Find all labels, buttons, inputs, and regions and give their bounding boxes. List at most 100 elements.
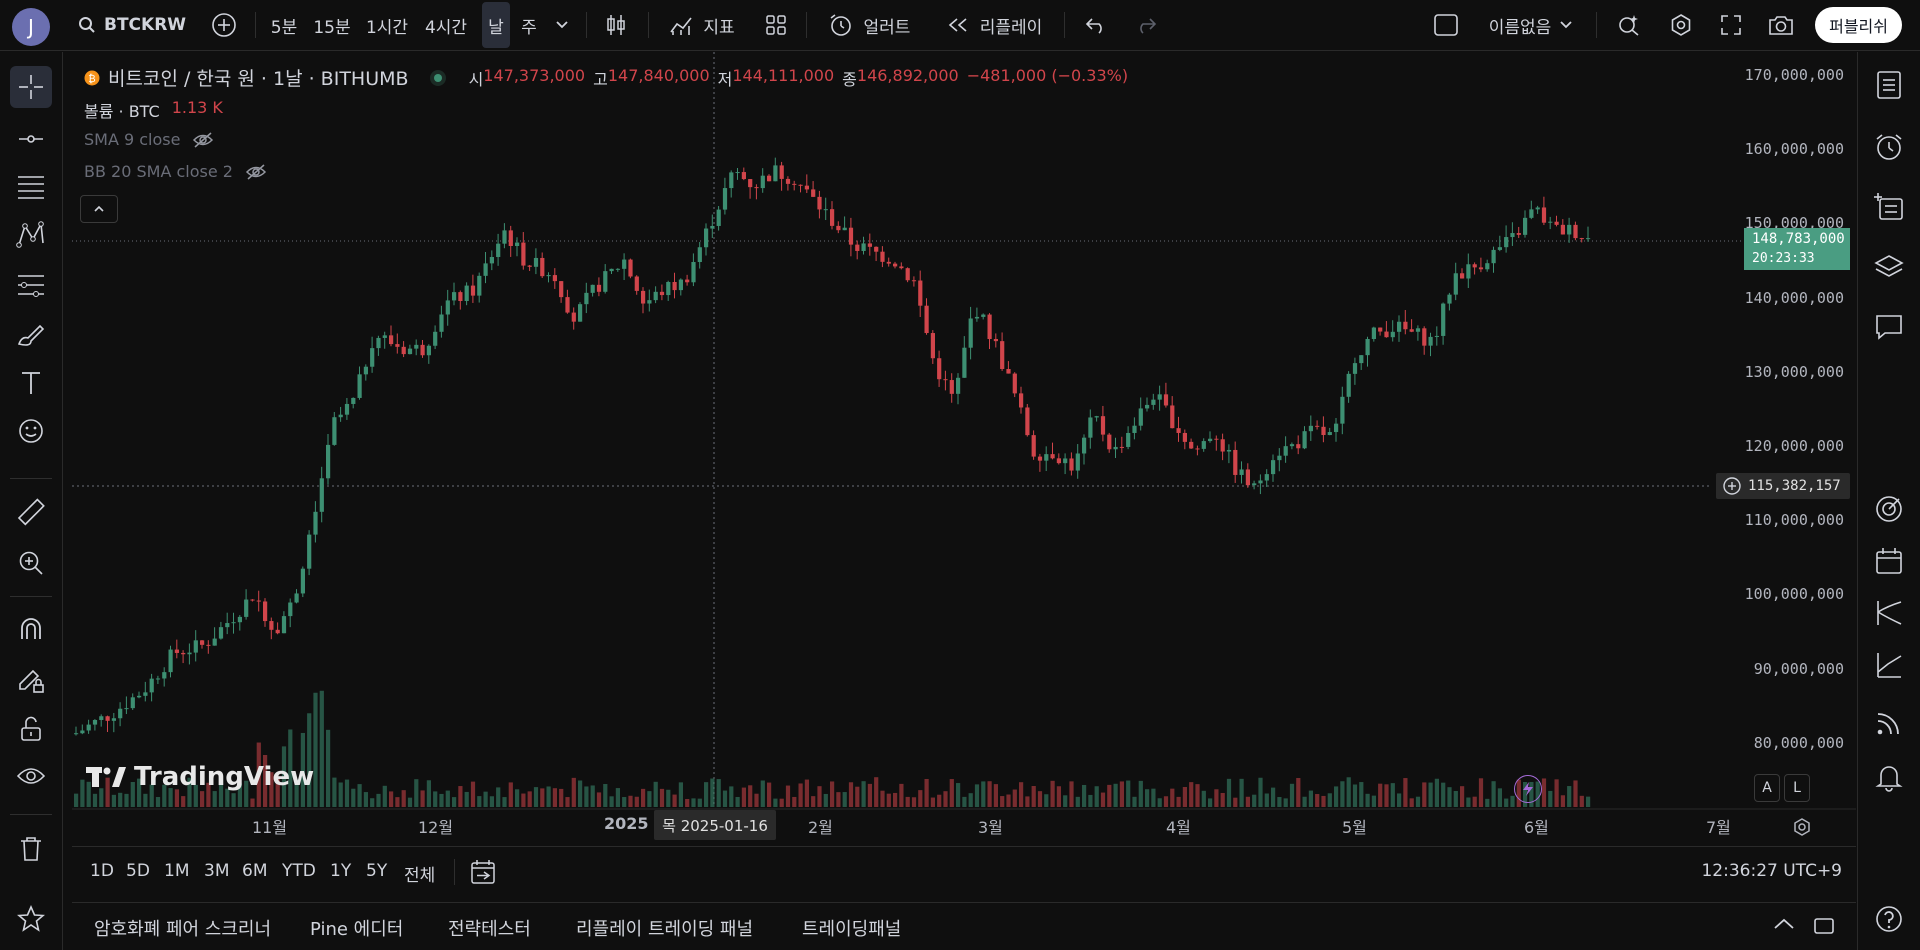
alert-button[interactable]: 얼러트 — [822, 9, 916, 41]
eye-off-icon[interactable] — [192, 131, 214, 149]
interval-4h[interactable]: 4시간 — [424, 17, 468, 38]
help-button[interactable] — [1868, 898, 1910, 940]
zoom-tool[interactable] — [10, 542, 52, 584]
axis-settings-button[interactable] — [1792, 817, 1812, 837]
brush-tool[interactable] — [10, 314, 52, 356]
volume-legend[interactable]: 볼륨 · BTC 1.13 K — [84, 98, 223, 122]
volume-bar — [244, 780, 249, 807]
user-avatar[interactable]: J — [12, 8, 50, 46]
layout-toggle-button[interactable] — [1430, 9, 1462, 41]
remove-drawings-tool[interactable] — [10, 828, 52, 870]
range-6m[interactable]: 6M — [242, 861, 268, 881]
range-ytd[interactable]: YTD — [282, 861, 316, 881]
interval-week[interactable]: 주 — [521, 17, 537, 38]
price-tick-label: 120,000,000 — [1744, 437, 1844, 455]
sma-legend[interactable]: SMA 9 close — [84, 130, 214, 149]
volume-bar — [137, 778, 142, 807]
data-window-button[interactable] — [1868, 186, 1910, 228]
volume-bar — [634, 796, 639, 807]
bb-legend[interactable]: BB 20 SMA close 2 — [84, 162, 267, 181]
hide-drawings-tool[interactable] — [10, 756, 52, 798]
streams-button[interactable] — [1868, 702, 1910, 744]
fullscreen-button[interactable] — [1714, 9, 1748, 41]
magnet-tool[interactable] — [10, 608, 52, 650]
candle-body — [294, 593, 299, 603]
interval-dropdown[interactable] — [548, 9, 576, 41]
expand-panel-button[interactable] — [1772, 915, 1796, 933]
volume-bar — [1271, 787, 1276, 807]
fib-tool[interactable] — [10, 166, 52, 208]
go-to-date-button[interactable] — [470, 859, 498, 885]
chart-type-button[interactable] — [600, 9, 632, 41]
symbol-title[interactable]: 비트코인 / 한국 원 · 1날 · BITHUMB — [108, 68, 409, 90]
candle-body — [634, 276, 639, 291]
interval-15m[interactable]: 15분 — [313, 17, 351, 38]
top-toolbar: J BTCKRW 5분 15분 1시간 4시간 날 주 지표 얼러트 리플레이 — [0, 0, 1920, 51]
volume-bar — [1239, 778, 1244, 807]
maximize-panel-button[interactable] — [1812, 915, 1836, 937]
undo-button[interactable] — [1080, 9, 1112, 41]
volume-bar — [1063, 795, 1068, 807]
interval-day[interactable]: 날 — [482, 2, 510, 48]
trend-line-tool[interactable] — [10, 118, 52, 160]
candle-body — [552, 275, 557, 282]
range-5d[interactable]: 5D — [126, 861, 150, 881]
interval-1h[interactable]: 1시간 — [365, 17, 409, 38]
candle-body — [1214, 438, 1219, 440]
tab-crypto-screener[interactable]: 암호화폐 페어 스크리너 — [94, 919, 272, 940]
pattern-tool[interactable] — [10, 214, 52, 256]
indicators-button[interactable]: 지표 — [664, 9, 740, 41]
chats-button[interactable] — [1868, 306, 1910, 348]
auto-scale-button[interactable]: A — [1754, 774, 1780, 802]
ideas-button[interactable] — [1868, 592, 1910, 634]
object-tree-button[interactable] — [1868, 246, 1910, 288]
layout-name-dropdown[interactable]: 이름없음 — [1476, 9, 1586, 41]
collapse-legend-button[interactable] — [80, 195, 118, 223]
snapshot-button[interactable] — [1764, 9, 1798, 41]
range-1y[interactable]: 1Y — [330, 861, 352, 881]
keep-drawing-tool[interactable] — [10, 660, 52, 702]
eye-off-icon[interactable] — [245, 163, 267, 181]
notifications-button[interactable] — [1868, 756, 1910, 798]
lock-drawings-tool[interactable] — [10, 708, 52, 750]
tab-pine-editor[interactable]: Pine 에디터 — [310, 919, 404, 940]
clock[interactable]: 12:36:27 UTC+9 — [1701, 861, 1842, 881]
alerts-panel-button[interactable] — [1868, 126, 1910, 168]
calendar-button[interactable] — [1868, 540, 1910, 582]
crosshair-tool[interactable] — [10, 66, 52, 108]
candle-body — [546, 275, 551, 277]
add-alert-plus-icon[interactable] — [1722, 476, 1742, 496]
range-all[interactable]: 전체 — [404, 866, 436, 886]
symbol-search-button[interactable]: BTCKRW — [78, 9, 188, 41]
publish-button[interactable]: 퍼블리쉬 — [1815, 7, 1902, 43]
text-tool[interactable] — [10, 362, 52, 404]
range-1m[interactable]: 1M — [164, 861, 190, 881]
range-5y[interactable]: 5Y — [366, 861, 388, 881]
replay-button[interactable]: 리플레이 — [940, 9, 1048, 41]
range-3m[interactable]: 3M — [204, 861, 230, 881]
tab-replay-trading-panel[interactable]: 리플레이 트레이딩 패널 — [576, 919, 754, 940]
projection-tool[interactable] — [10, 264, 52, 306]
templates-button[interactable] — [760, 9, 792, 41]
minds-button[interactable] — [1868, 644, 1910, 686]
log-scale-button[interactable]: L — [1784, 774, 1810, 802]
emoji-tool[interactable] — [10, 410, 52, 452]
volume-bar — [647, 791, 652, 807]
tradingview-watermark[interactable]: TradingView — [86, 762, 314, 792]
tab-trading-panel[interactable]: 트레이딩패널 — [802, 919, 902, 940]
measure-tool[interactable] — [10, 492, 52, 534]
range-1d[interactable]: 1D — [90, 861, 114, 881]
watchlist-button[interactable] — [1868, 64, 1910, 106]
hotlists-button[interactable] — [1868, 488, 1910, 530]
price-chart[interactable] — [72, 52, 1856, 842]
tab-strategy-tester[interactable]: 전략테스터 — [448, 919, 531, 940]
market-status-icon[interactable] — [429, 69, 447, 87]
add-symbol-button[interactable] — [208, 9, 240, 41]
chart-pane[interactable]: ₿ 비트코인 / 한국 원 · 1날 · BITHUMB 시 147,373,00… — [72, 52, 1856, 842]
quick-search-button[interactable] — [1612, 9, 1646, 41]
interval-5m[interactable]: 5분 — [270, 17, 298, 38]
lightning-badge[interactable] — [1514, 775, 1542, 803]
redo-button[interactable] — [1130, 9, 1162, 41]
settings-button[interactable] — [1664, 9, 1698, 41]
favorites-tool[interactable] — [10, 898, 52, 940]
